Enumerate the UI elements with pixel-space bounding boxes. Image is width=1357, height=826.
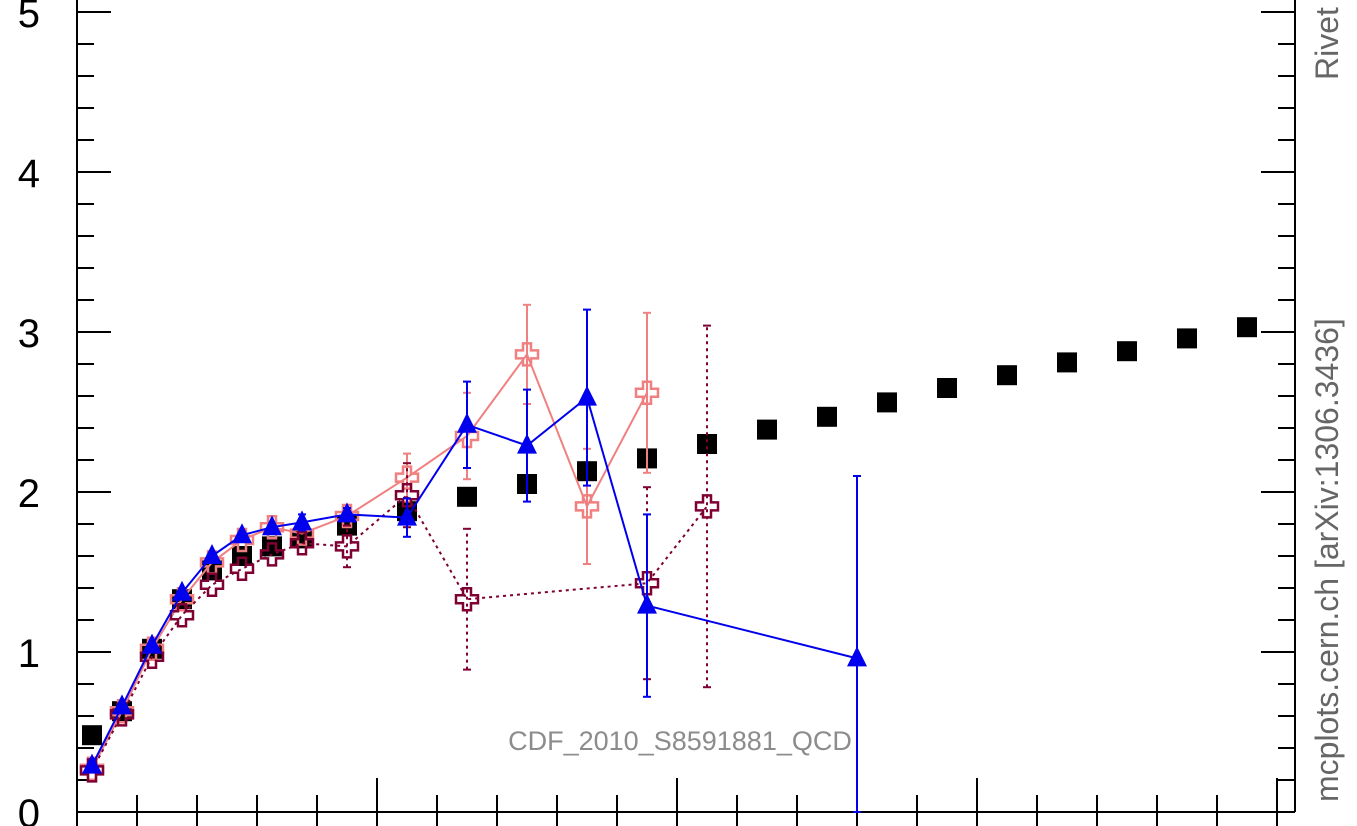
data-point xyxy=(877,392,897,413)
series-line xyxy=(91,493,708,771)
data-point xyxy=(1237,317,1257,338)
y-tick-label: 1 xyxy=(18,632,40,676)
data-point xyxy=(112,694,132,715)
data-point xyxy=(757,419,777,440)
data-point xyxy=(337,502,357,523)
plot-frame xyxy=(76,0,1296,813)
y-tick-label: 4 xyxy=(18,152,40,196)
data-point xyxy=(259,542,285,567)
y-tick-label: 5 xyxy=(18,0,40,36)
data-point xyxy=(289,530,315,556)
data-point xyxy=(637,593,657,614)
data-point xyxy=(457,412,477,433)
data-point xyxy=(634,380,660,406)
data-point xyxy=(82,753,102,774)
x-axis-ticks xyxy=(76,778,1278,826)
y-tick-label: 2 xyxy=(18,472,40,516)
data-point xyxy=(229,556,255,582)
data-point xyxy=(454,586,480,612)
data-point xyxy=(1117,341,1137,362)
data-point xyxy=(172,580,192,601)
data-point xyxy=(82,725,102,746)
data-point xyxy=(694,494,720,519)
data-point xyxy=(514,342,540,367)
data-point xyxy=(292,510,312,531)
y-tick-label: 3 xyxy=(18,312,40,356)
series-2 xyxy=(79,324,720,783)
data-point xyxy=(577,385,597,406)
data-point xyxy=(817,406,837,427)
y-tick-label: 0 xyxy=(18,792,40,826)
series-3 xyxy=(82,308,867,813)
data-point xyxy=(232,546,252,566)
source-label: mcplots.cern.ch [arXiv:1306.3436] xyxy=(1309,318,1345,802)
data-point xyxy=(847,646,867,667)
data-point xyxy=(937,378,957,398)
series-layer xyxy=(79,303,1257,813)
data-point xyxy=(334,534,360,559)
data-point xyxy=(142,633,162,654)
data-point xyxy=(997,365,1017,386)
data-point xyxy=(517,433,537,454)
data-point xyxy=(697,434,717,454)
data-point xyxy=(457,486,477,507)
data-point xyxy=(397,505,417,526)
y-axis-ticks: 0 1 2 3 4 5 xyxy=(18,0,1295,826)
analysis-annotation: CDF_2010_S8591881_QCD xyxy=(508,726,852,756)
data-point xyxy=(1177,328,1197,349)
series-1 xyxy=(79,303,660,782)
data-point xyxy=(574,494,600,519)
data-point xyxy=(199,572,225,598)
data-point xyxy=(394,482,420,508)
data-point xyxy=(202,544,222,564)
rivet-watermark: Rivet xyxy=(1309,7,1345,80)
data-point xyxy=(634,570,660,596)
data-point xyxy=(1057,352,1077,373)
data-point xyxy=(262,515,282,536)
data-point xyxy=(232,523,252,544)
